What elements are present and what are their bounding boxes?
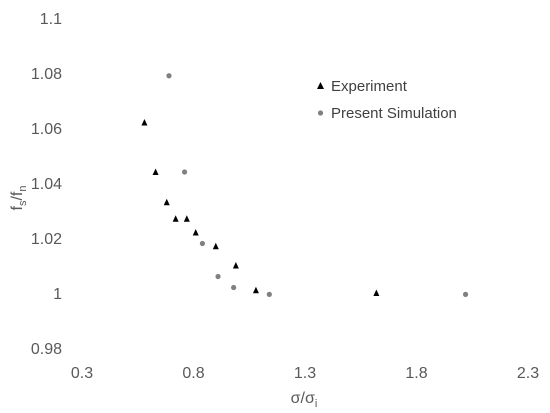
- x-axis-title: σ/σi: [291, 390, 318, 410]
- y-axis-title-sub1: s: [17, 200, 29, 206]
- experiment-point: [141, 119, 148, 126]
- legend-simulation-marker: [317, 110, 324, 116]
- y-tick-label: 1.06: [31, 121, 62, 138]
- y-tick-label: 0.98: [31, 341, 62, 358]
- y-tick-label: 1.02: [31, 231, 62, 248]
- experiment-point: [172, 215, 179, 222]
- y-axis-title: fs/fn: [9, 186, 29, 211]
- simulation-point: [181, 169, 188, 175]
- simulation-point: [215, 273, 221, 280]
- legend-experiment-marker: [317, 82, 324, 89]
- x-tick-labels: 0.3 0.8 1.3 1.8 2.3: [71, 365, 539, 382]
- y-axis-title-sub2: n: [17, 186, 29, 192]
- x-axis-title-main: σ/σ: [291, 390, 315, 407]
- experiment-point: [152, 168, 159, 175]
- x-tick-label: 0.3: [71, 365, 93, 382]
- y-axis-title-f: f: [9, 205, 26, 210]
- simulation-point: [266, 291, 272, 297]
- experiment-point: [192, 229, 199, 236]
- y-tick-label: 1.04: [31, 176, 62, 193]
- x-tick-label: 1.8: [405, 365, 427, 382]
- x-axis-title-sub: i: [315, 398, 317, 410]
- experiment-point: [373, 289, 380, 296]
- simulation-point: [166, 73, 172, 79]
- y-tick-label: 1.1: [40, 11, 62, 28]
- simulation-point: [199, 240, 206, 247]
- y-tick-label: 1: [53, 286, 62, 303]
- experiment-point: [183, 215, 190, 222]
- y-tick-label: 1.08: [31, 66, 62, 83]
- y-axis-title-mid: /f: [9, 191, 26, 200]
- experiment-point: [212, 242, 219, 250]
- x-tick-label: 1.3: [294, 365, 316, 382]
- legend-experiment-label: Experiment: [331, 78, 408, 95]
- experiment-point: [163, 198, 170, 206]
- simulation-point: [231, 284, 237, 291]
- simulation-point: [462, 291, 469, 297]
- legend: Experiment Present Simulation: [317, 78, 457, 122]
- experiment-point: [252, 286, 259, 294]
- x-tick-label: 2.3: [517, 365, 539, 382]
- x-tick-label: 0.8: [182, 365, 204, 382]
- experiment-point: [232, 262, 239, 269]
- legend-simulation-label: Present Simulation: [331, 105, 457, 122]
- y-tick-labels: 0.98 1 1.02 1.04 1.06 1.08 1.1: [31, 11, 62, 358]
- data-markers: [141, 73, 469, 297]
